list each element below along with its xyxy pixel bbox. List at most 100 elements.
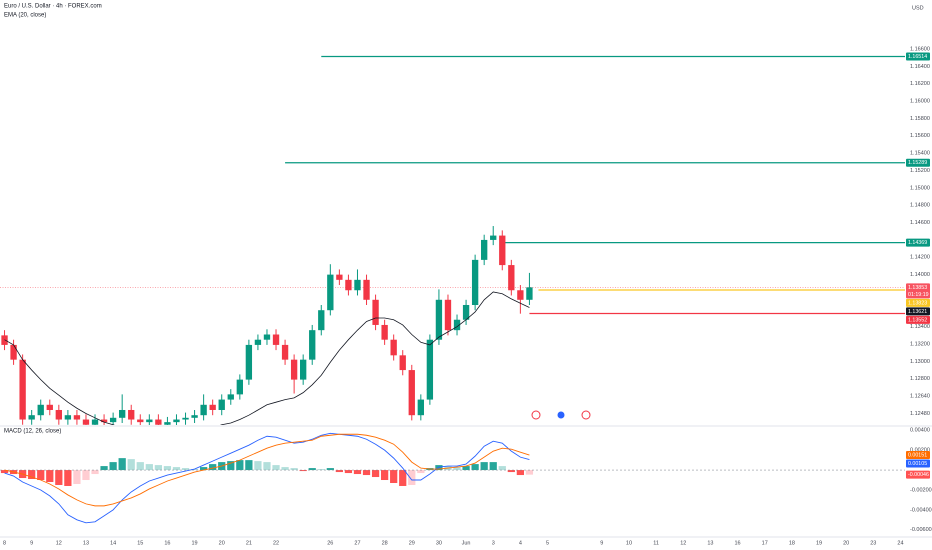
macd-histogram-bar <box>91 470 99 475</box>
price-line-label: 1.15289 <box>908 160 927 166</box>
event-icon <box>531 410 541 420</box>
candle-body <box>390 339 397 356</box>
x-tick-label: 14 <box>110 540 116 546</box>
candle-body <box>209 404 216 410</box>
candle-body <box>10 344 17 360</box>
candle-body <box>526 287 533 300</box>
macd-histogram-bar <box>399 470 407 486</box>
candle-body <box>28 415 35 420</box>
x-tick-label: 10 <box>626 540 632 546</box>
x-tick-label: 24 <box>897 540 903 546</box>
macd-histogram-bar <box>227 461 235 471</box>
candle-body <box>399 355 406 371</box>
x-tick-label: 20 <box>219 540 225 546</box>
x-tick-label: 3 <box>492 540 495 546</box>
candle-body <box>453 319 461 331</box>
x-tick-label: 23 <box>870 540 876 546</box>
y2-tick-label: 0.00400 <box>910 428 930 434</box>
y-tick-label: 1.13400 <box>910 324 930 330</box>
candle-body <box>462 304 470 320</box>
price-line-label-bg <box>906 315 930 324</box>
y-tick-label: 1.16400 <box>910 64 930 70</box>
x-tick-label: 18 <box>789 540 795 546</box>
current-price-label: 1.13853 <box>908 285 927 291</box>
ema-value-label: 1.13621 <box>908 309 927 315</box>
histogram-value-label: -0.00046 <box>908 472 929 478</box>
candle-body <box>245 344 253 380</box>
y-tick-label: 1.13200 <box>910 341 930 347</box>
y-tick-label: 1.14200 <box>910 255 930 261</box>
x-tick-label: Jun <box>462 540 471 546</box>
candle-body <box>336 274 343 280</box>
candle-body <box>55 409 62 420</box>
price-line-label-bg <box>906 158 930 167</box>
candle-body <box>263 334 271 340</box>
macd-histogram-bar <box>209 464 217 471</box>
x-tick-label: 20 <box>843 540 849 546</box>
macd-histogram-bar <box>163 466 172 471</box>
candle-body <box>82 419 90 425</box>
candle-body <box>227 394 234 400</box>
candle-body <box>281 344 289 360</box>
macd-histogram-bar <box>254 461 262 471</box>
candle-body <box>254 339 262 345</box>
candle-body <box>490 235 497 240</box>
x-tick-label: 29 <box>409 540 415 546</box>
macd-histogram-bar <box>172 467 181 471</box>
histogram-value-label-bg <box>906 470 930 479</box>
candle-body <box>300 359 307 380</box>
candle-body <box>309 330 316 360</box>
x-tick-label: 19 <box>816 540 822 546</box>
macd-histogram-bar <box>326 468 334 471</box>
macd-histogram-bar <box>381 470 389 481</box>
candle-body <box>164 422 171 425</box>
y-tick-label: 1.15200 <box>910 168 930 174</box>
macd-legend: MACD (12, 26, close) <box>4 429 61 435</box>
candle-body <box>119 409 126 418</box>
x-tick-label: 21 <box>246 540 252 546</box>
price-line-label: 1.13552 <box>908 317 927 323</box>
candle-body <box>435 299 443 340</box>
price-line-label: 1.14369 <box>908 240 927 246</box>
macd-histogram-bar <box>507 470 515 473</box>
macd-histogram-bar <box>290 468 298 471</box>
x-tick-label: 13 <box>707 540 713 546</box>
macd-histogram-bar <box>371 470 380 478</box>
macd-histogram-bar <box>190 469 199 471</box>
x-tick-label: 4 <box>519 540 522 546</box>
macd-histogram-bar <box>0 470 9 474</box>
macd-histogram-bar <box>344 470 353 474</box>
candle-body <box>408 370 415 416</box>
macd-histogram-bar <box>335 470 343 473</box>
candle-body <box>173 419 180 423</box>
ema-legend: EMA (20, close) <box>4 13 46 19</box>
currency: USD <box>912 5 924 11</box>
macd-histogram-bar <box>109 462 117 471</box>
signal-value-label-bg <box>906 451 930 460</box>
macd-histogram-bar <box>317 469 325 471</box>
candle-body <box>191 415 198 418</box>
event-icons <box>531 410 591 420</box>
x-tick-label: 11 <box>653 540 659 546</box>
candle-body <box>64 415 72 420</box>
main-pane <box>0 55 905 425</box>
macd-histogram-bar <box>136 462 144 471</box>
macd-histogram-bar <box>462 466 470 471</box>
y-tick-label: 1.14000 <box>910 272 930 278</box>
macd-histogram-bar <box>362 470 371 476</box>
candle-body <box>91 419 99 425</box>
candle-body <box>327 274 334 311</box>
candle-body <box>100 419 108 423</box>
y2-tick-label: 0.00200 <box>910 448 930 454</box>
macd-histogram-bar <box>37 470 45 481</box>
macd-histogram-bar <box>408 470 416 485</box>
macd-histogram-bar <box>272 465 280 471</box>
macd-histogram-bar <box>118 458 126 471</box>
x-tick-label: 28 <box>382 540 388 546</box>
price-line-label-bg <box>906 298 930 307</box>
y-tick-label: 1.16200 <box>910 81 930 87</box>
candle-body <box>318 310 325 331</box>
current-price-label-bg <box>906 283 930 299</box>
macd-histogram-bar <box>480 462 488 471</box>
